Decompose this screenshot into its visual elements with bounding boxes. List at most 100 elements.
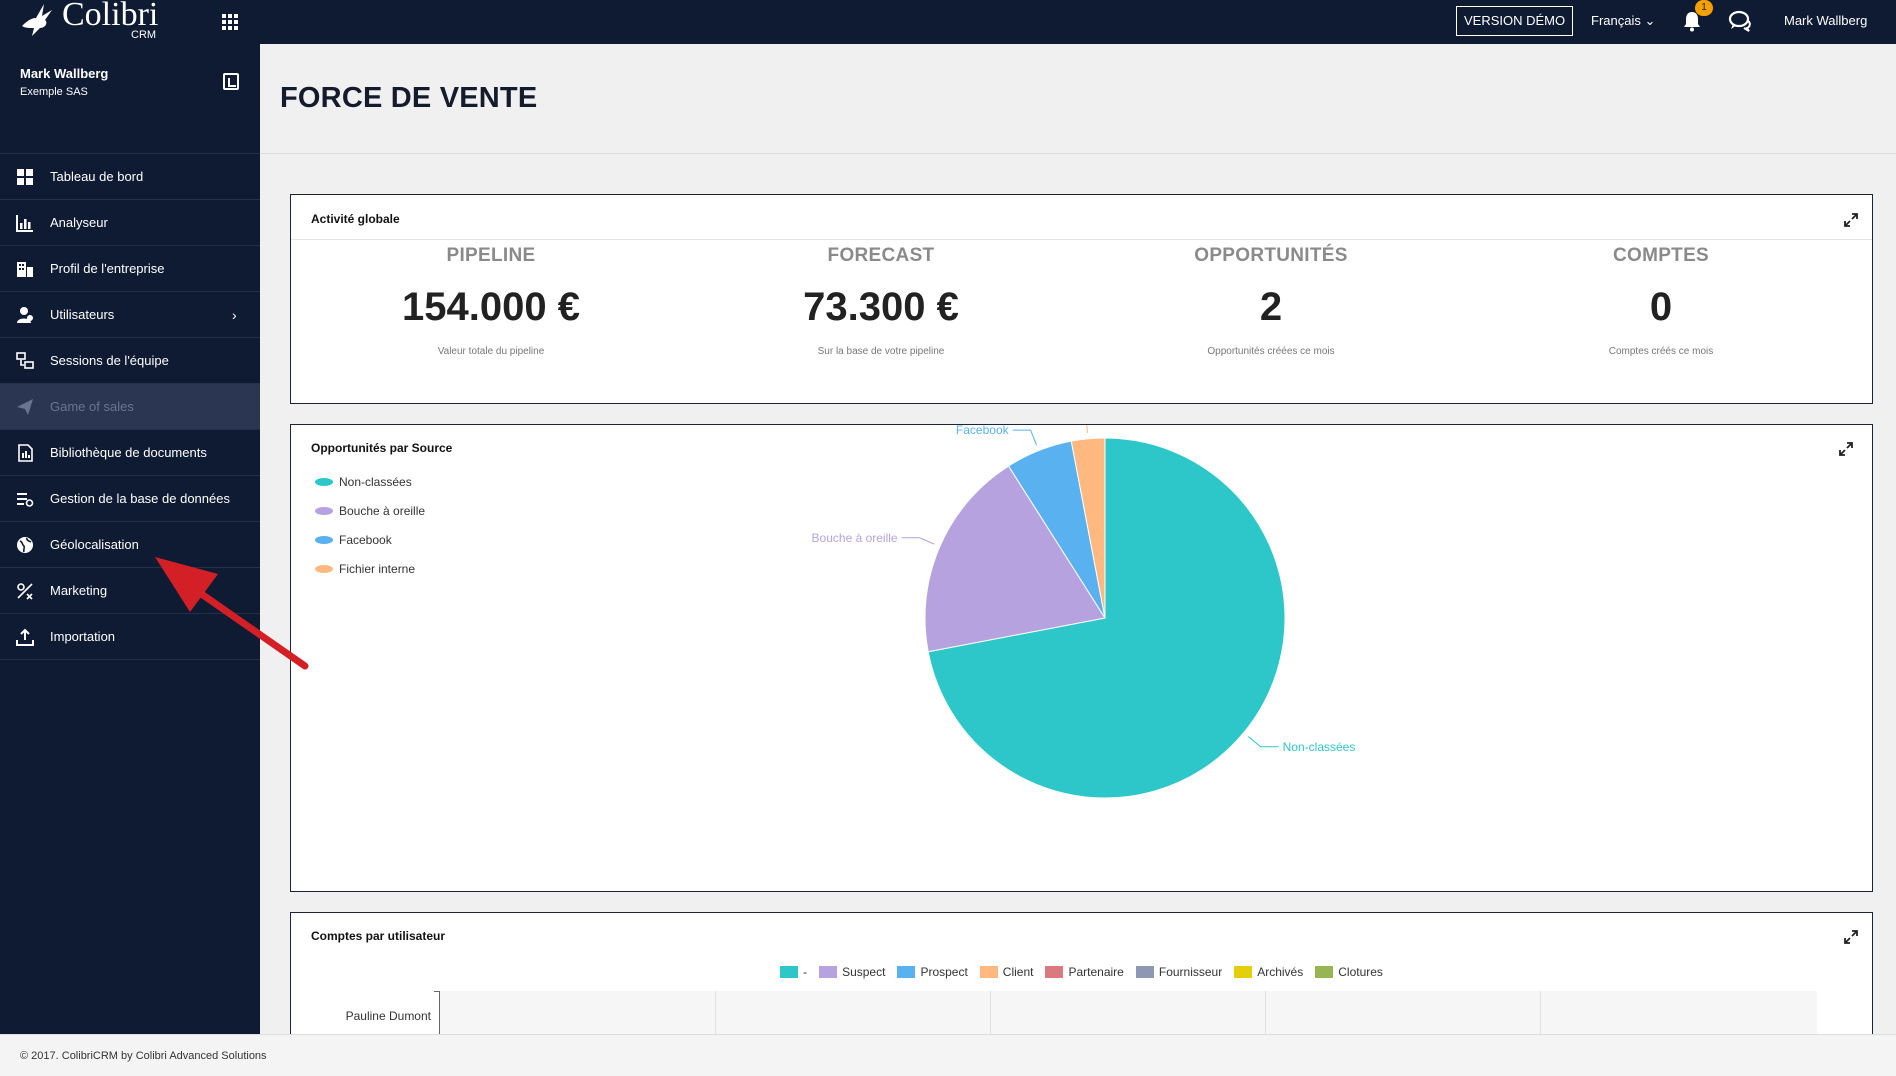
legend-swatch <box>315 507 333 515</box>
sidebar-item-label: Sessions de l'équipe <box>50 353 169 368</box>
y-axis-tick <box>434 991 439 992</box>
profile-card-icon[interactable] <box>223 73 239 90</box>
pie-slice[interactable] <box>924 465 1106 653</box>
pie-slice[interactable] <box>927 437 1286 799</box>
copyright-text: © 2017. ColibriCRM by Colibri Advanced S… <box>20 1050 267 1062</box>
stat-label: COMPTES <box>1612 245 1710 266</box>
main-content: FORCE DE VENTE Activité globale PIPELINE… <box>260 44 1896 1035</box>
upload-icon <box>0 628 50 646</box>
chat-icon[interactable] <box>1728 10 1752 32</box>
stat-value: 154.000 € <box>402 285 580 329</box>
page-title: FORCE DE VENTE <box>280 82 538 114</box>
bar-legend-item[interactable]: Fournisseur <box>1135 965 1222 979</box>
bar-legend-item[interactable]: Prospect <box>897 965 968 979</box>
top-user-menu[interactable]: Mark Wallberg <box>1784 13 1868 28</box>
bar-legend-item[interactable]: Partenaire <box>1045 965 1124 979</box>
bar-legend-item[interactable]: - <box>780 965 807 979</box>
sidebar-item-marketing[interactable]: Marketing <box>0 568 260 614</box>
sidebar-item-label: Analyseur <box>50 215 108 230</box>
pie-label-line <box>1086 425 1088 433</box>
chevron-right-icon: › <box>232 307 237 323</box>
pie-slice[interactable] <box>1007 440 1106 619</box>
apps-grid-icon[interactable] <box>222 14 238 30</box>
pie-slice[interactable] <box>1070 437 1106 619</box>
sidebar-item-gestion-base[interactable]: Gestion de la base de données <box>0 476 260 522</box>
legend-swatch <box>979 966 998 978</box>
stat-comptes: COMPTES 0 Comptes créés ce mois <box>1491 245 1831 357</box>
legend-swatch <box>315 536 333 544</box>
legend-label: Partenaire <box>1068 965 1124 979</box>
sidebar: Mark Wallberg Exemple SAS Tableau de bor… <box>0 44 260 1034</box>
sessions-icon <box>0 351 50 370</box>
activity-card: Activité globale PIPELINE 154.000 € Vale… <box>290 194 1873 404</box>
legend-swatch <box>1045 966 1064 978</box>
sidebar-item-label: Utilisateurs <box>50 307 115 322</box>
legend-label: Suspect <box>842 965 886 979</box>
sidebar-item-label: Géolocalisation <box>50 537 139 552</box>
sidebar-item-importation[interactable]: Importation <box>0 614 260 660</box>
pie-label-line <box>1247 736 1279 748</box>
legend-item[interactable]: Bouche à oreille <box>315 504 425 518</box>
bird-logo-icon <box>18 0 58 46</box>
building-icon <box>0 260 50 278</box>
sidebar-item-game-of-sales[interactable]: Game of sales <box>0 384 260 430</box>
legend-label: Non-classées <box>339 475 412 489</box>
bar-legend-item[interactable]: Suspect <box>819 965 885 979</box>
database-icon <box>0 490 50 508</box>
legend-item[interactable]: Facebook <box>315 533 392 547</box>
sidebar-item-label: Gestion de la base de données <box>50 491 230 506</box>
sidebar-item-label: Marketing <box>50 583 108 598</box>
stat-opportunites: OPPORTUNITÉS 2 Opportunités créées ce mo… <box>1101 245 1441 357</box>
sidebar-item-sessions[interactable]: Sessions de l'équipe <box>0 338 260 384</box>
footer: © 2017. ColibriCRM by Colibri Advanced S… <box>0 1034 1896 1076</box>
sidebar-item-utilisateurs[interactable]: Utilisateurs › <box>0 292 260 338</box>
expand-icon[interactable] <box>1839 442 1853 456</box>
document-icon <box>0 443 50 462</box>
language-label: Français <box>1591 13 1641 28</box>
stat-value: 73.300 € <box>803 285 959 329</box>
bar-legend-item[interactable]: Client <box>979 965 1034 979</box>
title-divider <box>260 153 1896 154</box>
expand-icon[interactable] <box>1844 213 1858 227</box>
sidebar-item-tableau-de-bord[interactable]: Tableau de bord <box>0 154 260 200</box>
marketing-icon <box>0 582 50 600</box>
logo[interactable]: Colibri CRM <box>18 0 158 44</box>
sidebar-item-label: Bibliothèque de documents <box>50 445 207 460</box>
pie-label-line <box>901 537 935 545</box>
stat-desc: Comptes créés ce mois <box>1608 346 1714 357</box>
legend-label: Client <box>1002 965 1034 979</box>
pie-chart-card: Opportunités par Source Non-classées Bou… <box>290 424 1873 892</box>
bell-icon[interactable] <box>1682 10 1702 32</box>
brand-name: Colibri <box>62 0 159 33</box>
pie-label-line <box>1012 429 1037 446</box>
version-demo-button[interactable]: VERSION DÉMO <box>1456 6 1574 36</box>
sidebar-item-bibliotheque[interactable]: Bibliothèque de documents <box>0 430 260 476</box>
bar-legend-item[interactable]: Archivés <box>1234 965 1303 979</box>
paper-plane-icon <box>0 398 50 416</box>
bar-legend-item[interactable]: Clotures <box>1315 965 1383 979</box>
pie-chart-title: Opportunités par Source <box>311 441 453 455</box>
sidebar-item-label: Tableau de bord <box>50 169 144 184</box>
expand-icon[interactable] <box>1844 930 1858 944</box>
sidebar-item-profil-entreprise[interactable]: Profil de l'entreprise <box>0 246 260 292</box>
language-selector[interactable]: Français ⌄ <box>1591 13 1655 29</box>
sidebar-item-label: Game of sales <box>50 399 134 414</box>
users-icon <box>0 306 50 324</box>
stat-desc: Opportunités créées ce mois <box>1207 346 1335 357</box>
legend-label: Fichier interne <box>339 562 416 576</box>
sidebar-item-analyseur[interactable]: Analyseur <box>0 200 260 246</box>
legend-swatch <box>819 966 838 978</box>
legend-label: Bouche à oreille <box>339 504 426 518</box>
pie-label: Bouche à oreille <box>812 531 898 545</box>
legend-swatch <box>780 966 799 978</box>
y-axis-line <box>439 991 440 1035</box>
stat-desc: Sur la base de votre pipeline <box>817 346 945 357</box>
sidebar-item-label: Profil de l'entreprise <box>50 261 165 276</box>
legend-item[interactable]: Fichier interne <box>315 562 415 576</box>
globe-icon <box>0 536 50 554</box>
sidebar-item-geolocalisation[interactable]: Géolocalisation <box>0 522 260 568</box>
stat-desc: Valeur totale du pipeline <box>437 346 545 357</box>
legend-label: Prospect <box>920 965 968 979</box>
legend-item[interactable]: Non-classées <box>315 475 412 489</box>
